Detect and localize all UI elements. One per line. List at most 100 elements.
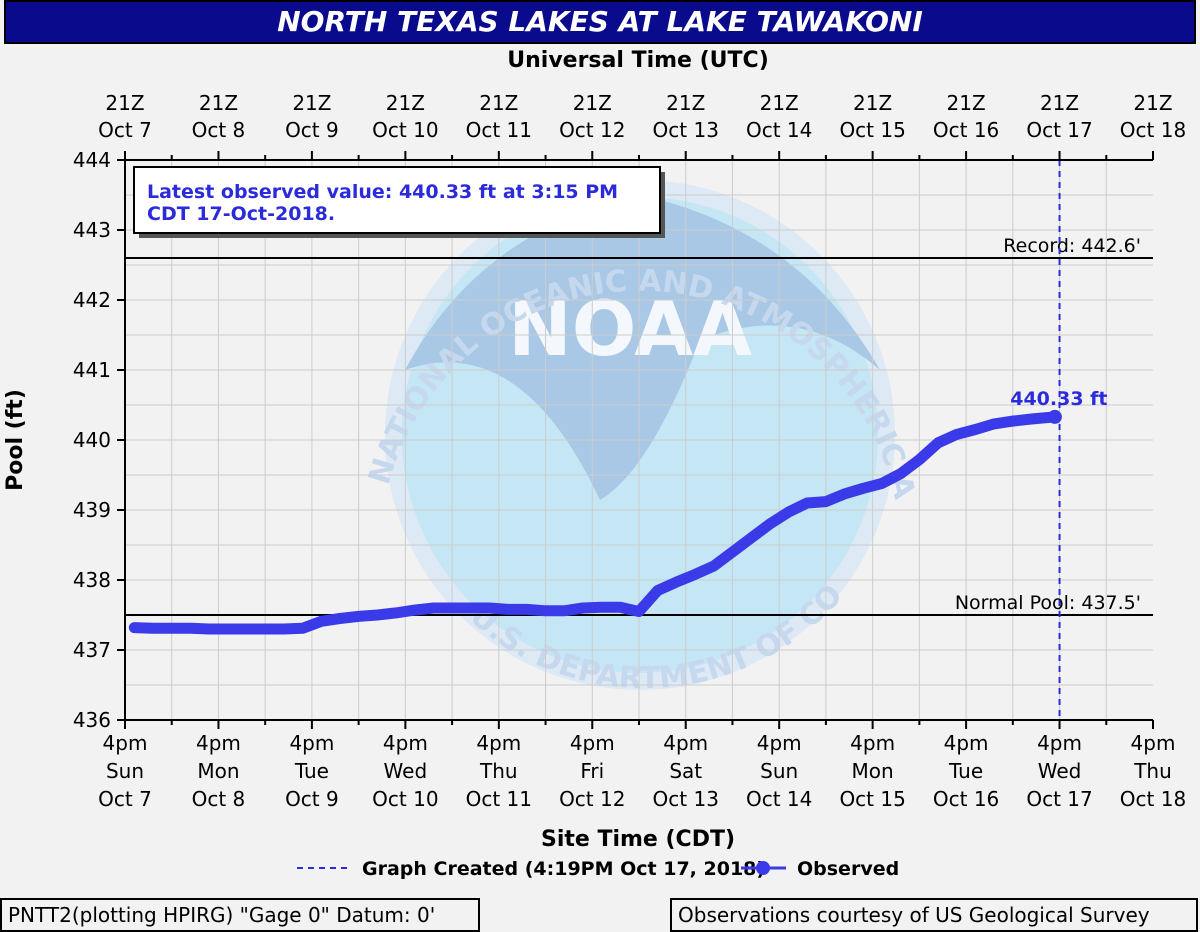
observed-point [783,507,794,518]
observed-series: 440.33 ft [128,160,1108,720]
bottom-tick-label: 4pm Wed Oct 10 [372,731,438,811]
observed-point [914,454,925,465]
top-tick-label: 21Z Oct 13 [653,91,719,142]
bottom-tick-label: 4pm Tue Oct 9 [285,731,339,811]
observed-point [129,622,140,633]
top-tick-label: 21Z Oct 11 [466,91,532,142]
observed-point [970,424,981,435]
observed-point [596,602,607,613]
annotation-line-2: CDT 17-Oct-2018. [147,203,335,225]
bottom-tick-label: 4pm Fri Oct 12 [559,731,625,811]
reference-line-label: Normal Pool: 437.5' [955,592,1141,614]
bottom-tick-label: 4pm Wed Oct 17 [1026,731,1092,811]
observed-point [409,605,420,616]
observed-point [876,478,887,489]
observed-point [671,577,682,588]
observed-point [858,483,869,494]
top-tick-label: 21Z Oct 18 [1120,91,1186,142]
watermark-logo-text: NOAA [508,284,752,373]
legend-observed-label: Observed [797,858,899,880]
observed-point [708,561,719,571]
observed-point [465,603,476,613]
top-tick-label: 21Z Oct 16 [933,91,999,142]
latest-value-box: Latest observed value: 440.33 ft at 3:15… [133,166,665,238]
legend: Graph Created (4:19PM Oct 17, 2018) Obser… [297,858,899,880]
y-tick-label: 442 [73,288,111,312]
observed-point [297,623,308,634]
annotation-line-1: Latest observed value: 440.33 ft at 3:15… [147,181,618,203]
bottom-tick-label: 4pm Thu Oct 18 [1120,731,1186,811]
y-axis-title: Pool (ft) [3,389,28,491]
observed-point [727,547,738,557]
observed-point [652,585,663,596]
observed-point [185,623,196,634]
observed-point [933,437,944,448]
observed-point [839,488,850,499]
observed-point [148,623,159,634]
observed-point [521,604,532,615]
watermark-bird [405,195,880,500]
observed-point [690,569,701,580]
datum-note: PNTT2(plotting HPIRG) "Gage 0" Datum: 0' [0,898,480,932]
observed-point [989,418,1000,429]
source-note: Observations courtesy of US Geological S… [670,898,1198,932]
observed-point [746,533,757,543]
top-tick-label: 21Z Oct 7 [98,91,152,142]
latest-value-label: 440.33 ft [1010,388,1107,410]
observed-point [334,613,345,624]
observed-point [372,610,383,620]
observed-point [316,616,327,627]
y-tick-label: 440 [73,428,111,452]
latest-point [1047,409,1062,424]
observed-point [391,607,402,618]
legend-graph-created-label: Graph Created (4:19PM Oct 17, 2018) [362,858,765,880]
bottom-tick-label: 4pm Mon Oct 15 [839,731,905,811]
bottom-tick-label: 4pm Sun Oct 14 [746,731,812,811]
bottom-tick-label: 4pm Sun Oct 7 [98,731,152,811]
y-tick-label: 439 [73,498,111,522]
top-axis-title: Universal Time (UTC) [507,48,769,73]
observed-point [577,603,588,613]
bottom-tick-label: 4pm Mon Oct 8 [192,731,246,811]
observed-point [540,605,551,616]
chart-title: NORTH TEXAS LAKES AT LAKE TAWAKONI [4,0,1196,44]
observed-point [166,623,177,634]
legend-observed-marker [756,861,770,875]
top-tick-label: 21Z Oct 12 [559,91,625,142]
axes: 436 437 438 439 440 441 442 443 444 21Z Oct 7 21Z Oc… [3,48,1186,852]
observed-point [241,624,252,634]
observed-point [353,611,364,622]
y-tick-label: 436 [73,708,111,732]
observed-point [447,603,458,613]
observed-point [484,603,495,613]
top-tick-label: 21Z Oct 8 [192,91,246,142]
top-tick-label: 21Z Oct 14 [746,91,812,142]
observed-point [615,602,626,613]
observed-point [764,519,775,529]
y-tick-label: 438 [73,568,111,592]
observed-point [503,604,514,615]
observed-point [428,603,439,613]
observed-point [278,624,289,634]
observed-point [1007,416,1018,427]
bottom-tick-label: 4pm Sat Oct 13 [653,731,719,811]
y-tick-label: 437 [73,638,111,662]
bottom-tick-label: 4pm Thu Oct 11 [466,731,532,811]
top-tick-label: 21Z Oct 10 [372,91,438,142]
observed-point [260,624,271,634]
y-tick-label: 441 [73,358,111,382]
observed-point [895,468,906,479]
y-tick-label: 443 [73,218,111,242]
top-tick-label: 21Z Oct 9 [285,91,339,142]
x-axis-title: Site Time (CDT) [541,827,735,852]
top-tick-label: 21Z Oct 15 [839,91,905,142]
observed-point [634,606,644,617]
observed-point [802,498,813,508]
observed-point [820,496,831,507]
top-tick-label: 21Z Oct 17 [1026,91,1092,142]
bottom-tick-label: 4pm Tue Oct 16 [933,731,999,811]
annotation-box [133,166,661,234]
grid [125,160,1153,720]
observed-point [1026,414,1037,424]
